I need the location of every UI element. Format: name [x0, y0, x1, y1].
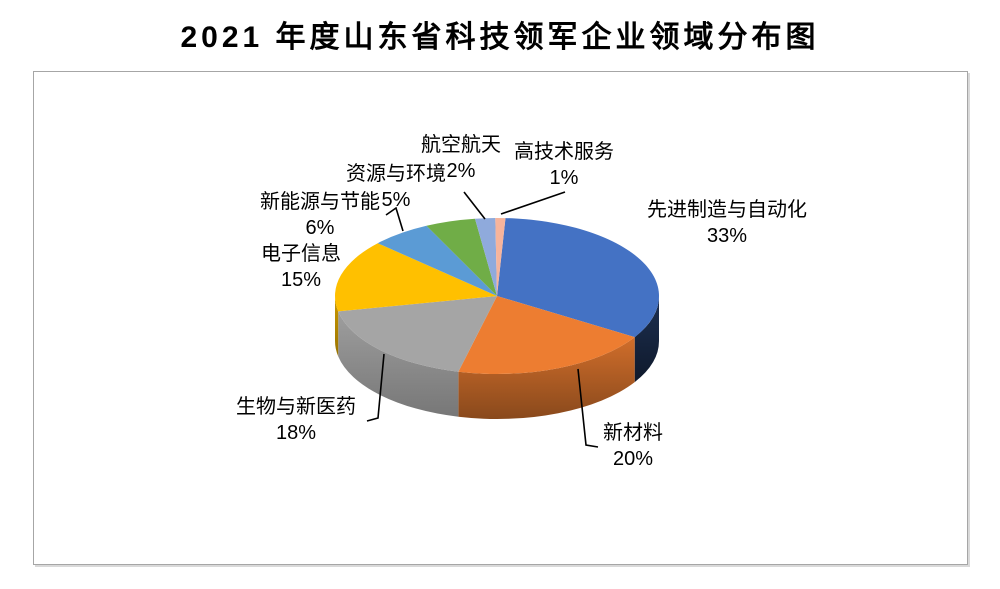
chart-title: 2021 年度山东省科技领军企业领域分布图 [180, 21, 820, 54]
data-label-percent: 18% [275, 422, 317, 444]
data-label-生物与新医药: 生物与新医药 18% [236, 394, 356, 446]
pie-chart-3d [335, 191, 659, 448]
data-label-percent: 6% [305, 217, 335, 239]
leader-line-新材料 [577, 368, 599, 448]
pie-slice-高技术服务 [495, 218, 506, 296]
pie-slice-新能源与节能 [377, 225, 497, 296]
data-label-percent: 1% [549, 167, 579, 189]
data-label-category: 先进制造与自动化 [647, 199, 807, 221]
data-label-percent: 15% [280, 269, 322, 291]
pie-slice-生物与新医药 [338, 296, 497, 372]
data-label-新材料: 新材料 20% [603, 420, 663, 472]
data-label-category: 电子信息 [261, 243, 341, 265]
pie-slice-side-生物与新医药 [338, 311, 459, 417]
data-label-航空航天: 航空航天 2% [421, 132, 501, 184]
plot-area: 先进制造与自动化 33% 新材料 20% 生物与新医药 18% 电子信息 15% 新能源与节能 6… [33, 71, 968, 565]
pie-slice-资源与环境 [426, 218, 497, 296]
pie-slice-电子信息 [335, 243, 497, 312]
pie-slice-新材料 [458, 296, 635, 374]
data-label-category: 生物与新医药 [236, 396, 356, 418]
pie-slice-航空航天 [475, 218, 497, 296]
leader-line-航空航天 [463, 191, 486, 220]
data-label-资源与环境: 资源与环境 5% [346, 161, 446, 213]
leader-line-高技术服务 [500, 191, 566, 215]
pie-slice-side-先进制造与自动化 [634, 296, 659, 383]
pie-slice-side-电子信息 [335, 296, 339, 357]
data-label-percent: 2% [446, 160, 476, 182]
leader-line-生物与新医药 [366, 353, 385, 422]
data-label-电子信息: 电子信息 15% [261, 241, 341, 293]
data-label-category: 高技术服务 [514, 141, 614, 163]
pie-slice-side-新材料 [458, 337, 635, 419]
pie-slice-先进制造与自动化 [497, 218, 659, 338]
data-label-percent: 20% [612, 448, 654, 470]
data-label-percent: 5% [381, 189, 411, 211]
data-label-percent: 33% [706, 225, 748, 247]
data-label-高技术服务: 高技术服务 1% [514, 139, 614, 191]
data-label-category: 资源与环境 [346, 163, 446, 185]
leader-line-新能源与节能 [385, 206, 404, 232]
data-label-category: 新材料 [603, 422, 663, 444]
data-label-新能源与节能: 新能源与节能 6% [260, 189, 380, 241]
data-label-category: 新能源与节能 [260, 191, 380, 213]
data-label-category: 航空航天 [421, 134, 501, 156]
data-label-先进制造与自动化: 先进制造与自动化 33% [647, 197, 807, 249]
